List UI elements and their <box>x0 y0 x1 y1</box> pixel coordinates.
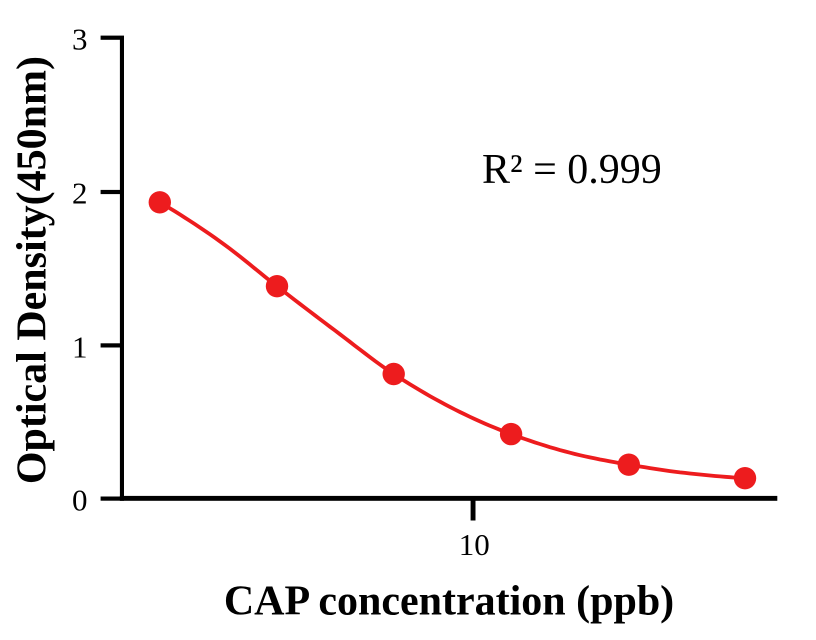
svg-text:R² = 0.999: R² = 0.999 <box>482 147 662 193</box>
svg-text:2: 2 <box>72 175 88 210</box>
svg-text:0: 0 <box>72 482 88 517</box>
svg-text:3: 3 <box>72 21 88 56</box>
svg-text:CAP concentration (ppb): CAP concentration (ppb) <box>224 578 674 624</box>
svg-text:Optical Density(450nm): Optical Density(450nm) <box>10 56 56 484</box>
svg-text:10: 10 <box>459 527 490 562</box>
svg-text:1: 1 <box>72 329 88 364</box>
